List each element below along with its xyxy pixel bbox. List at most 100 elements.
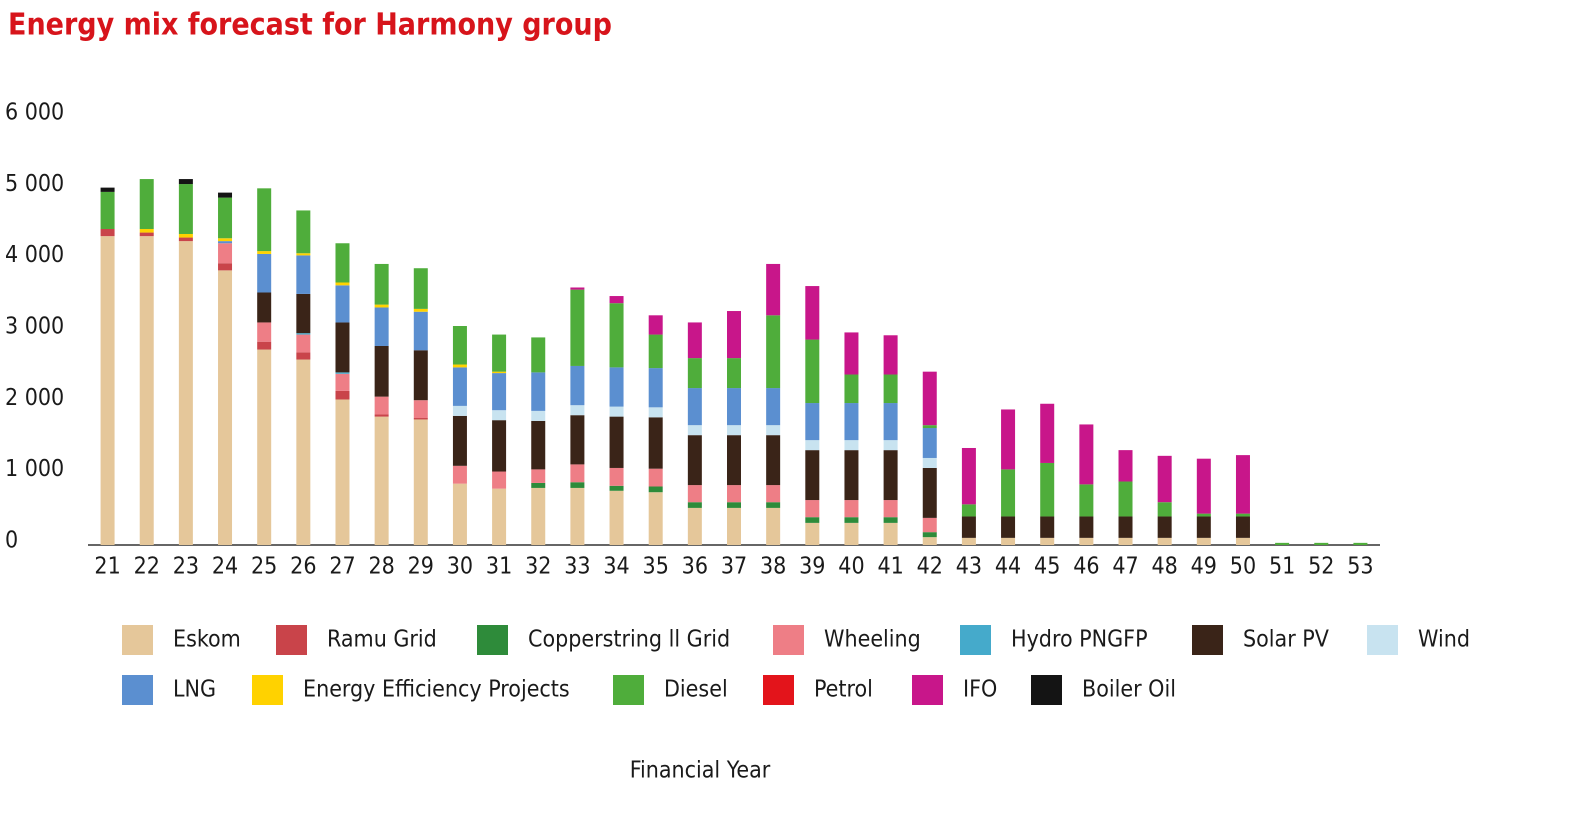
x-tick-label: 32 (525, 554, 551, 580)
bar-segment (648, 315, 663, 335)
bar-segment (1275, 542, 1290, 545)
bar-segment (570, 405, 585, 416)
bar-segment (218, 270, 233, 545)
legend-swatch (763, 675, 794, 705)
bar-segment (727, 435, 741, 486)
bar-segment (1118, 450, 1133, 482)
x-tick-label: 28 (368, 554, 394, 580)
bar-segment (374, 304, 389, 308)
legend-label: Copperstring ll Grid (528, 627, 730, 653)
bar-segment (805, 522, 820, 545)
bar-segment (609, 303, 624, 368)
bar-segment (492, 410, 507, 421)
bar-segment (570, 487, 585, 545)
bar-segment (727, 485, 741, 503)
bar-segment (883, 517, 898, 523)
bar-segment (139, 228, 154, 233)
bar-segment (100, 236, 115, 546)
bar-segment (452, 326, 467, 365)
x-tick-label: 27 (329, 554, 355, 580)
bar-segment (335, 322, 350, 373)
bar-segment (452, 364, 467, 368)
x-tick-label: 21 (94, 554, 120, 580)
bar-segment (296, 293, 311, 334)
bar-segment (452, 405, 467, 416)
x-tick-label: 36 (682, 554, 708, 580)
bar-segment (961, 447, 976, 505)
legend-swatch (252, 675, 283, 705)
bar-segment (844, 440, 859, 451)
bar-segment (1001, 469, 1016, 517)
bar-segment (727, 507, 741, 545)
bar-segment (687, 388, 702, 426)
bar-segment (922, 428, 937, 458)
bar-segment (687, 322, 702, 359)
bar-segment (609, 416, 624, 468)
bar-segment (1157, 537, 1172, 545)
bar-segment (570, 365, 585, 406)
bar-segment (805, 440, 820, 451)
bar-segment (1118, 516, 1133, 538)
bar-segment (844, 517, 859, 523)
bar-segment (766, 507, 781, 545)
bar-segment (218, 192, 233, 198)
bar-segment (531, 420, 546, 470)
bar-segment (766, 502, 781, 508)
bar-segment (1196, 537, 1211, 545)
x-tick-label: 45 (1034, 554, 1060, 580)
bar-segment (257, 341, 272, 350)
bar-segment (452, 465, 467, 484)
bar-segment (883, 450, 898, 501)
x-tick-label: 34 (603, 554, 629, 580)
bar-segment (335, 390, 350, 400)
y-tick-label: 0 (5, 528, 18, 554)
bar-segment (492, 373, 507, 411)
bar-segment (178, 184, 193, 234)
bar-segment (1118, 537, 1133, 545)
bar-segment (139, 232, 154, 237)
bar-segment (648, 407, 663, 418)
bar-segment (100, 187, 115, 192)
bar-segment (922, 532, 937, 538)
x-tick-label: 35 (643, 554, 669, 580)
bar-segment (374, 396, 389, 415)
bar-segment (218, 243, 233, 264)
legend-label: Ramu Grid (327, 627, 437, 653)
bar-segment (218, 263, 233, 271)
bar-segment (1040, 537, 1055, 545)
legend-label: LNG (173, 677, 216, 703)
bar-segment (805, 403, 820, 441)
bar-segment (413, 400, 428, 419)
bar-segment (766, 425, 781, 436)
x-tick-label: 22 (134, 554, 160, 580)
bar-segment (727, 502, 741, 508)
bar-segment (805, 450, 820, 501)
bar-segment (139, 236, 154, 546)
bar-segment (727, 425, 741, 436)
x-tick-label: 38 (760, 554, 786, 580)
bar-segment (1314, 542, 1329, 545)
bar-segment (413, 308, 428, 312)
bar-segment (883, 440, 898, 451)
legend-label: Eskom (173, 627, 241, 653)
bar-segment (609, 485, 624, 491)
bar-segment (452, 483, 467, 545)
bar-segment (1079, 484, 1094, 517)
bar-segment (178, 241, 193, 545)
bar-segment (218, 197, 233, 239)
bar-segment (687, 485, 702, 503)
legend-label: Petrol (814, 677, 873, 703)
bar-segment (766, 315, 781, 389)
bar-segment (413, 311, 428, 351)
bar-segment (727, 311, 741, 359)
bar-segment (492, 334, 507, 372)
bar-segment (296, 359, 311, 545)
y-tick-label: 3 000 (5, 314, 64, 340)
x-tick-label: 48 (1152, 554, 1178, 580)
bar-segment (922, 457, 937, 468)
bar-segment (648, 417, 663, 469)
bar-segment (296, 253, 311, 256)
bar-segment (296, 210, 311, 254)
